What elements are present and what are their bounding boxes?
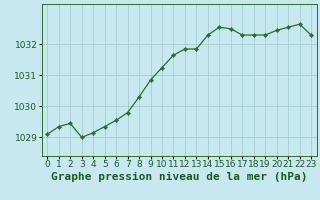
X-axis label: Graphe pression niveau de la mer (hPa): Graphe pression niveau de la mer (hPa) bbox=[51, 172, 308, 182]
